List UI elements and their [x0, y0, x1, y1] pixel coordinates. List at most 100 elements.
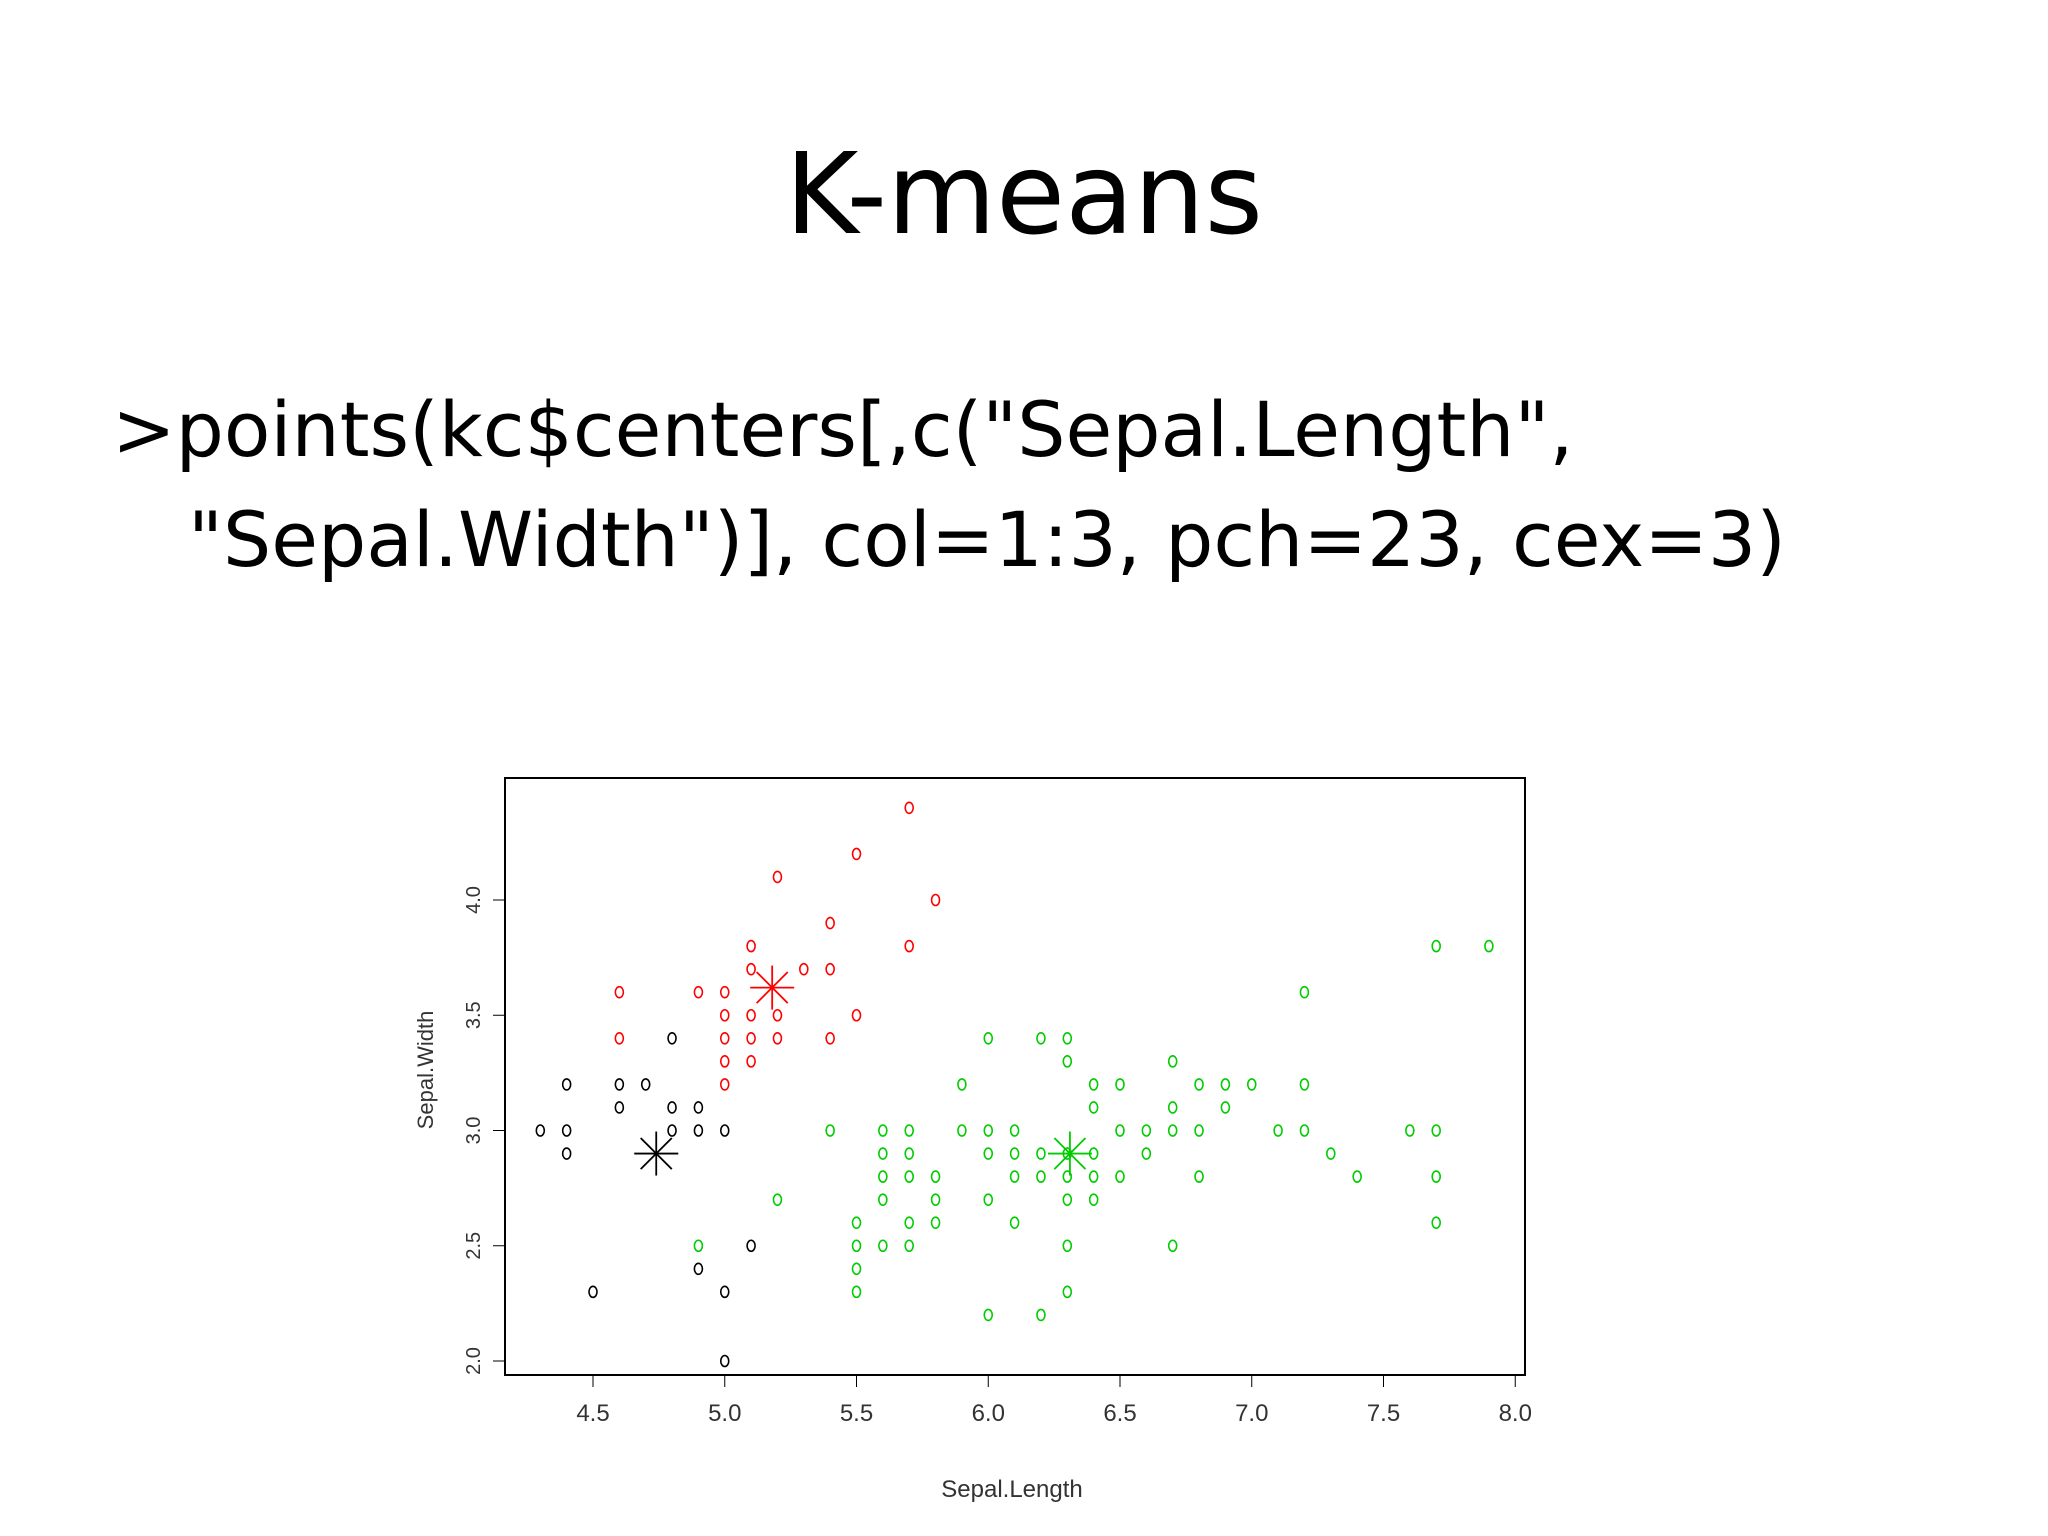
data-point-cluster-3: [1299, 1124, 1310, 1137]
data-point-cluster-3: [983, 1193, 994, 1206]
data-point-cluster-3: [1167, 1239, 1178, 1253]
data-point-cluster-3: [1273, 1124, 1283, 1137]
data-point-cluster-3: [1352, 1170, 1362, 1183]
cluster-centers: [634, 965, 1092, 1176]
plot-frame: [504, 777, 1526, 1376]
x-tick-label: 4.5: [576, 1400, 609, 1427]
data-point-cluster-3: [930, 1170, 941, 1183]
data-point-cluster-3: [1062, 1031, 1073, 1045]
data-point-cluster-3: [693, 1239, 704, 1253]
data-point-cluster-3: [1088, 1170, 1099, 1183]
data-point-cluster-3: [1009, 1216, 1020, 1230]
data-point-cluster-3: [1062, 1170, 1073, 1183]
y-tick-label: 3.0: [463, 1117, 485, 1145]
y-axis-ticks: 2.0 2.5 3.0 3.5 4.0: [463, 886, 505, 1375]
data-point-cluster-3: [1167, 1101, 1178, 1114]
data-point-cluster-3: [1141, 1124, 1152, 1137]
data-point-cluster-3: [825, 1124, 835, 1137]
x-axis-ticks: 4.5 5.0 5.5 6.0 6.5 7.0 7.5 8.0: [576, 1375, 1532, 1427]
data-point-cluster-2: [746, 1055, 756, 1068]
data-point-cluster-2: [825, 962, 835, 976]
data-point-cluster-2: [746, 1008, 756, 1022]
data-point-cluster-1: [667, 1031, 677, 1045]
data-point-cluster-3: [1405, 1124, 1415, 1137]
data-point-cluster-3: [983, 1124, 994, 1137]
data-point-cluster-1: [719, 1124, 730, 1137]
data-point-cluster-3: [1115, 1078, 1125, 1091]
data-point-cluster-3: [1062, 1055, 1073, 1068]
data-point-cluster-3: [1036, 1170, 1046, 1183]
data-point-cluster-3: [1036, 1031, 1046, 1045]
data-point-cluster-2: [746, 939, 756, 953]
x-tick-label: 8.0: [1499, 1400, 1532, 1427]
data-point-cluster-3: [904, 1124, 915, 1137]
data-point-cluster-1: [746, 1239, 756, 1253]
cluster-center-1: [634, 1131, 679, 1176]
data-point-cluster-1: [640, 1078, 651, 1091]
data-point-cluster-3: [1220, 1101, 1231, 1114]
data-point-cluster-2: [614, 1031, 625, 1045]
data-point-cluster-2: [772, 870, 783, 884]
x-axis-label: Sepal.Length: [941, 1476, 1082, 1503]
data-point-cluster-3: [1062, 1193, 1073, 1206]
data-point-cluster-3: [1062, 1285, 1073, 1299]
center-stroke: [640, 1137, 673, 1170]
x-tick-label: 5.5: [840, 1400, 873, 1427]
data-point-cluster-3: [1167, 1124, 1178, 1137]
code-line-2: "Sepal.Width")], col=1:3, pch=23, cex=3): [188, 495, 1786, 584]
data-point-cluster-2: [825, 1031, 835, 1045]
data-point-cluster-2: [693, 985, 704, 999]
data-point-cluster-1: [614, 1078, 625, 1091]
data-point-cluster-3: [1431, 1124, 1441, 1137]
slide-title: K-means: [784, 130, 1264, 260]
data-point-cluster-1: [693, 1101, 704, 1114]
data-point-cluster-3: [1484, 939, 1494, 953]
data-point-cluster-2: [719, 1031, 730, 1045]
data-point-cluster-2: [614, 985, 625, 999]
data-point-cluster-3: [878, 1239, 888, 1253]
center-stroke: [1053, 1137, 1087, 1170]
data-point-cluster-3: [1088, 1078, 1099, 1091]
data-point-cluster-2: [825, 916, 835, 930]
data-point-cluster-2: [746, 962, 756, 976]
data-point-cluster-2: [904, 801, 915, 815]
data-point-cluster-1: [719, 1354, 730, 1368]
data-point-cluster-2: [719, 1008, 730, 1022]
x-tick-label: 7.5: [1367, 1400, 1400, 1427]
data-point-cluster-3: [851, 1239, 862, 1253]
data-point-cluster-3: [772, 1193, 783, 1206]
data-points: [535, 801, 1494, 1368]
data-point-cluster-1: [561, 1078, 572, 1091]
data-point-cluster-3: [1088, 1101, 1099, 1114]
data-point-cluster-3: [1009, 1147, 1020, 1160]
data-point-cluster-2: [772, 1008, 783, 1022]
data-point-cluster-3: [1036, 1308, 1046, 1322]
y-tick-label: 2.0: [463, 1347, 485, 1375]
data-point-cluster-3: [851, 1262, 862, 1276]
data-point-cluster-1: [667, 1101, 677, 1114]
data-point-cluster-3: [1115, 1170, 1125, 1183]
data-point-cluster-3: [983, 1031, 994, 1045]
data-point-cluster-2: [772, 1031, 783, 1045]
data-point-cluster-3: [851, 1285, 862, 1299]
data-point-cluster-3: [983, 1147, 994, 1160]
cluster-center-2: [750, 965, 795, 1010]
x-tick-label: 6.0: [972, 1400, 1005, 1427]
data-point-cluster-1: [693, 1262, 704, 1276]
data-point-cluster-3: [1194, 1078, 1204, 1091]
data-point-cluster-2: [719, 1078, 730, 1091]
data-point-cluster-1: [614, 1101, 625, 1114]
x-tick-label: 5.0: [708, 1400, 741, 1427]
data-point-cluster-3: [878, 1124, 888, 1137]
data-point-cluster-3: [1431, 1170, 1441, 1183]
data-point-cluster-3: [904, 1239, 915, 1253]
data-point-cluster-3: [1115, 1124, 1125, 1137]
data-point-cluster-2: [746, 1031, 756, 1045]
data-point-cluster-3: [1325, 1147, 1336, 1160]
kmeans-scatter-chart: 4.5 5.0 5.5 6.0 6.5 7.0 7.5 8.0 2.0 2.5 3.0 3.5 4.0…: [413, 777, 1532, 1503]
data-point-cluster-1: [693, 1124, 704, 1137]
data-point-cluster-3: [1431, 939, 1441, 953]
data-point-cluster-3: [1246, 1078, 1257, 1091]
center-stroke: [755, 971, 789, 1004]
data-point-cluster-3: [1088, 1193, 1099, 1206]
